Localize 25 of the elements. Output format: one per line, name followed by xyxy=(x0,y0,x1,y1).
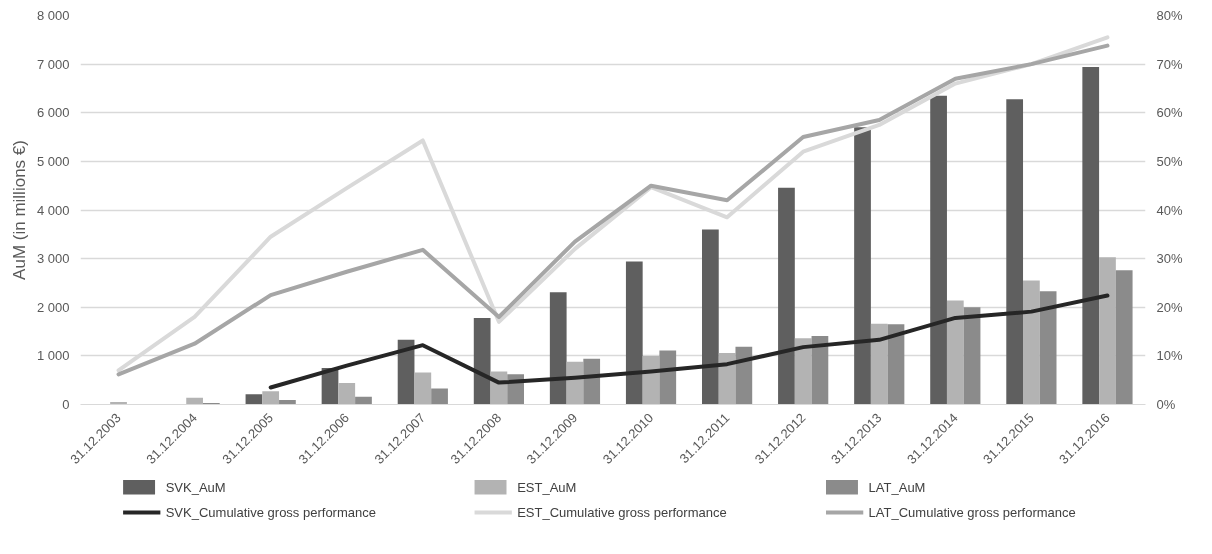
y-tick-label: 1 000 xyxy=(36,348,70,364)
y-tick-label: 0 xyxy=(62,397,70,412)
legend-label: SVK_Cumulative gross performance xyxy=(165,505,376,520)
y2-tick-label: 70% xyxy=(1156,56,1183,72)
y-tick-label: 8 000 xyxy=(36,8,70,23)
y2-tick-label: 10% xyxy=(1156,348,1183,364)
y-axis-title: AuM (in millions €) xyxy=(9,140,29,280)
y-tick-label: 2 000 xyxy=(36,299,70,315)
y2-tick-label: 20% xyxy=(1156,299,1183,315)
y2-tick-label: 50% xyxy=(1156,153,1183,169)
y2-tick-label: 60% xyxy=(1156,105,1183,121)
y-tick-label: 7 000 xyxy=(36,56,70,72)
y2-tick-label: 40% xyxy=(1156,202,1183,218)
legend-label: LAT_AuM xyxy=(868,479,926,495)
y-tick-label: 4 000 xyxy=(36,202,70,218)
legend-label: LAT_Cumulative gross performance xyxy=(868,505,1076,520)
legend-label: SVK_AuM xyxy=(165,479,226,495)
y2-tick-label: 30% xyxy=(1156,251,1183,267)
legend-label: EST_Cumulative gross performance xyxy=(517,505,727,520)
y-tick-label: 3 000 xyxy=(36,251,70,267)
y2-tick-label: 0% xyxy=(1156,397,1176,412)
y-tick-label: 6 000 xyxy=(36,105,70,121)
y-tick-label: 5 000 xyxy=(36,153,70,169)
y2-tick-label: 80% xyxy=(1156,8,1183,23)
legend-label: EST_AuM xyxy=(517,479,577,495)
